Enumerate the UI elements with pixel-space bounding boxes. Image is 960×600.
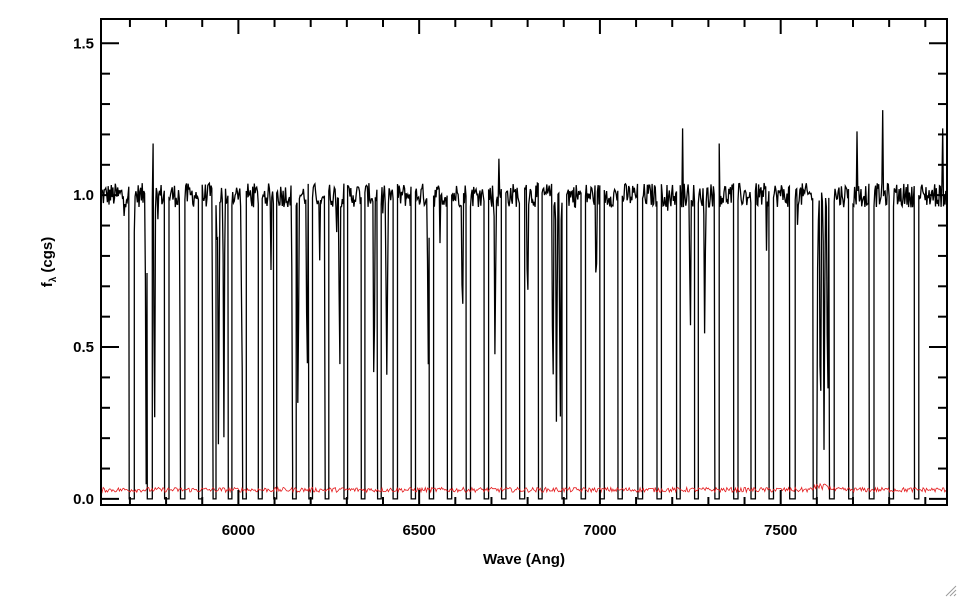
x-axis-title: Wave (Ang) xyxy=(483,551,565,568)
series-layer xyxy=(101,110,947,500)
x-tick-label: 6000 xyxy=(222,522,255,539)
y-tick-label: 1.5 xyxy=(73,35,94,52)
y-tick-label: 0.0 xyxy=(73,491,94,508)
error-series-line xyxy=(101,482,947,494)
x-tick-label: 7500 xyxy=(764,522,797,539)
plot-frame xyxy=(100,18,948,506)
y-axis-subscript: λ xyxy=(48,276,59,282)
y-axis-symbol: f xyxy=(39,281,56,287)
axis-ticks xyxy=(101,19,947,505)
y-tick-label: 0.5 xyxy=(73,339,94,356)
x-tick-label: 6500 xyxy=(402,522,435,539)
flux-series-line xyxy=(101,110,947,500)
y-tick-label: 1.0 xyxy=(73,187,94,204)
y-axis-unit: (cgs) xyxy=(39,237,56,273)
x-tick-labels: 6000 6500 7000 7500 xyxy=(222,522,798,539)
y-tick-labels: 0.0 0.5 1.0 1.5 xyxy=(73,35,94,508)
x-tick-label: 7000 xyxy=(583,522,616,539)
y-axis-title: fλ (cgs) xyxy=(39,237,59,287)
resize-grip-icon[interactable] xyxy=(945,585,957,597)
